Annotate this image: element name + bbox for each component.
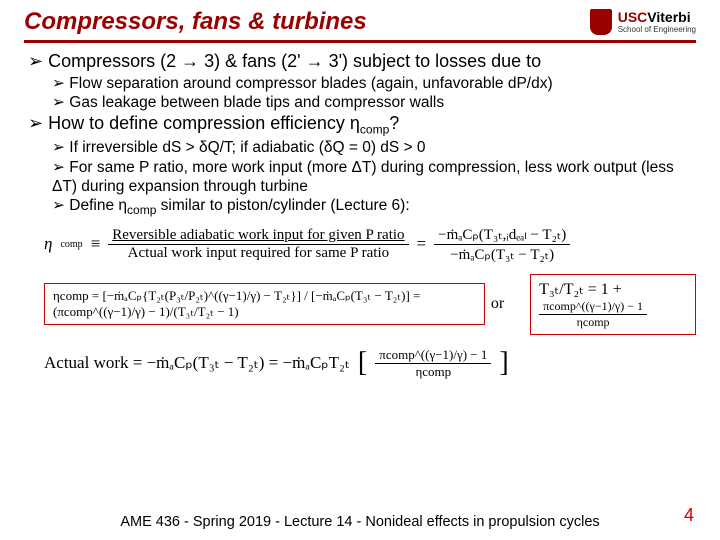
- bullet-1: Compressors (2 → 3) & fans (2' → 3') sub…: [28, 51, 696, 72]
- footer-text: AME 436 - Spring 2019 - Lecture 14 - Non…: [0, 514, 720, 530]
- header: Compressors, fans & turbines USCViterbi …: [24, 8, 696, 43]
- bullet-list: Compressors (2 → 3) & fans (2' → 3') sub…: [24, 51, 696, 72]
- bullet-2: How to define compression efficiency ηco…: [28, 113, 696, 137]
- bullet-1b: Gas leakage between blade tips and compr…: [52, 93, 696, 112]
- bullet-2c: Define ηcomp similar to piston/cylinder …: [52, 196, 696, 218]
- equation-2-row: ηcomp = [−ṁₐCₚ{T₂ₜ(P₃ₜ/P₂ₜ)^((γ−1)/γ) − …: [24, 270, 696, 339]
- equation-2-box2: T₃ₜ/T₂ₜ = 1 + πcomp^((γ−1)/γ) − 1 ηcomp: [530, 274, 696, 335]
- eq1-den: Actual work input required for same P ra…: [124, 245, 393, 262]
- logo-usc: USC: [618, 9, 648, 25]
- equation-2-box1: ηcomp = [−ṁₐCₚ{T₂ₜ(P₃ₜ/P₂ₜ)^((γ−1)/γ) − …: [44, 283, 485, 325]
- equation-3: Actual work = −ṁₐCₚ(T₃ₜ − T₂ₜ) = −ṁₐCₚT₂…: [44, 347, 696, 380]
- logo-subtitle: School of Engineering: [618, 26, 696, 34]
- bullet-1a: Flow separation around compressor blades…: [52, 74, 696, 93]
- slide-title: Compressors, fans & turbines: [24, 8, 367, 36]
- shield-icon: [590, 9, 612, 35]
- logo-viterbi: Viterbi: [647, 9, 690, 25]
- eq2-or: or: [491, 295, 504, 313]
- eq1-num2: −ṁₐCₚ(T₃ₜ,ᵢdₑₐₗ − T₂ₜ): [434, 225, 570, 245]
- usc-logo: USCViterbi School of Engineering: [590, 9, 696, 35]
- eq1-num: Reversible adiabatic work input for give…: [108, 227, 408, 245]
- bullet-2a: If irreversible dS > δQ/T; if adiabatic …: [52, 138, 696, 157]
- eq1-den2: −ṁₐCₚ(T₃ₜ − T₂ₜ): [446, 245, 558, 264]
- equation-1: ηcomp ≡ Reversible adiabatic work input …: [44, 225, 696, 264]
- page-number: 4: [684, 505, 694, 526]
- bullet-2b: For same P ratio, more work input (more …: [52, 158, 696, 197]
